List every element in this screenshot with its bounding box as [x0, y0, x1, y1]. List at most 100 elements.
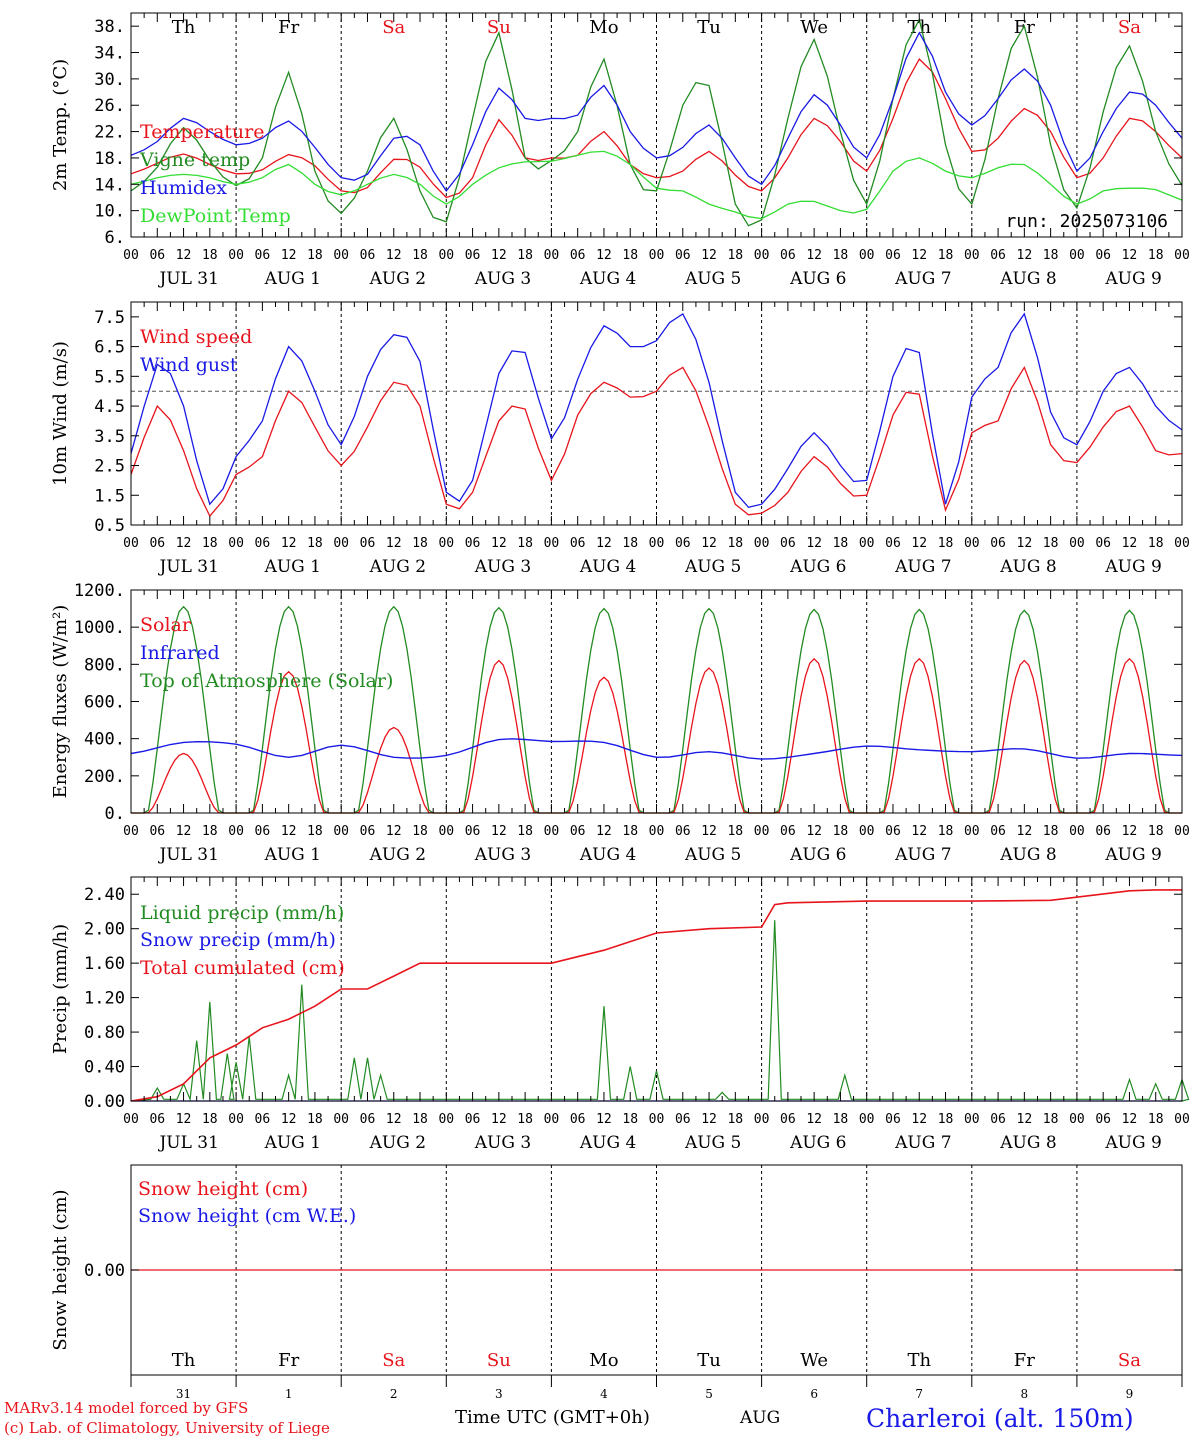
liquid-precip-line	[130, 920, 1190, 1102]
weekday-label: Sa	[382, 17, 405, 38]
hour-tick-label: 00	[649, 1112, 665, 1127]
hour-tick-label: 18	[517, 1112, 533, 1127]
hour-tick-label: 18	[307, 824, 323, 839]
date-label: AUG 4	[579, 557, 636, 577]
day-number-label: 31	[176, 1387, 191, 1401]
date-label: AUG 8	[999, 1133, 1056, 1153]
date-label: AUG 6	[789, 845, 846, 865]
hour-tick-label: 12	[806, 824, 822, 839]
hour-tick-label: 06	[149, 1112, 165, 1127]
hour-tick-label: 18	[833, 536, 849, 551]
y-tick-label: 6.	[105, 228, 125, 248]
hour-tick-label: 06	[570, 536, 586, 551]
infrared-line	[130, 738, 1183, 760]
legend-entry: Temperature	[140, 121, 264, 143]
hour-tick-label: 18	[307, 1112, 323, 1127]
hour-tick-label: 06	[465, 1112, 481, 1127]
hour-tick-label: 00	[964, 248, 980, 263]
hour-tick-label: 00	[964, 824, 980, 839]
hour-tick-label: 00	[754, 248, 770, 263]
hour-tick-label: 00	[333, 1112, 349, 1127]
date-label: AUG 6	[789, 269, 846, 289]
hour-tick-label: 00	[1174, 824, 1190, 839]
hour-tick-label: 18	[1043, 248, 1059, 263]
hour-tick-label: 00	[754, 536, 770, 551]
hour-tick-label: 12	[1017, 1112, 1033, 1127]
legend-entry: Top of Atmosphere (Solar)	[140, 670, 393, 692]
hour-tick-label: 12	[701, 1112, 717, 1127]
hour-tick-label: 00	[123, 536, 139, 551]
hour-tick-label: 00	[544, 1112, 560, 1127]
hour-tick-label: 06	[1095, 1112, 1111, 1127]
hour-tick-label: 12	[596, 824, 612, 839]
y-tick-label: 5.5	[94, 367, 125, 387]
date-label: AUG 9	[1104, 1133, 1161, 1153]
weekday-label: Sa	[1118, 1350, 1141, 1371]
hour-tick-label: 18	[202, 1112, 218, 1127]
hour-tick-label: 00	[228, 1112, 244, 1127]
hour-tick-label: 12	[281, 824, 297, 839]
hour-tick-label: 12	[176, 824, 192, 839]
y-axis-label: Precip (mm/h)	[50, 924, 71, 1054]
hour-tick-label: 18	[1148, 824, 1164, 839]
hour-tick-label: 06	[570, 824, 586, 839]
hour-tick-label: 00	[649, 824, 665, 839]
hour-tick-label: 00	[1069, 536, 1085, 551]
hour-tick-label: 12	[701, 536, 717, 551]
hour-tick-label: 00	[1069, 824, 1085, 839]
date-label: JUL 31	[157, 1133, 218, 1153]
hour-tick-label: 18	[938, 536, 954, 551]
weekday-label: Mo	[589, 17, 618, 38]
y-tick-label: 200.	[84, 767, 125, 787]
hour-tick-label: 00	[1174, 248, 1190, 263]
hour-tick-label: 12	[386, 248, 402, 263]
hour-tick-label: 00	[754, 1112, 770, 1127]
hour-tick-label: 00	[228, 248, 244, 263]
y-tick-label: 6.5	[94, 338, 125, 358]
y-tick-label: 1200.	[74, 581, 125, 601]
hour-tick-label: 12	[491, 1112, 507, 1127]
hour-tick-label: 00	[228, 824, 244, 839]
y-tick-label: 26.	[94, 96, 125, 116]
y-tick-label: 1.60	[84, 954, 125, 974]
hour-tick-label: 18	[412, 824, 428, 839]
hour-tick-label: 06	[885, 1112, 901, 1127]
weekday-label: Mo	[589, 1350, 618, 1371]
hour-tick-label: 00	[333, 536, 349, 551]
hour-tick-label: 06	[990, 824, 1006, 839]
hour-tick-label: 06	[675, 248, 691, 263]
panel-2: 0.5 1.5 2.5 3.5 4.5 5.5 6.5 7.5 10m Wind (m/s) Wi…	[50, 301, 1190, 577]
hour-tick-label: 06	[675, 536, 691, 551]
day-number-label: 4	[600, 1387, 608, 1401]
station-label: Charleroi (alt. 150m)	[866, 1404, 1134, 1433]
weekday-label: We	[800, 17, 828, 38]
hour-tick-label: 12	[701, 248, 717, 263]
hour-tick-label: 00	[438, 536, 454, 551]
legend-entry: Total cumulated (cm)	[140, 957, 345, 979]
y-tick-label: 4.5	[94, 397, 125, 417]
y-tick-label: 1000.	[74, 618, 125, 638]
y-tick-label: 30.	[94, 70, 125, 90]
date-label: AUG 5	[684, 845, 741, 865]
hour-tick-label: 00	[1069, 248, 1085, 263]
hour-tick-label: 18	[938, 248, 954, 263]
hour-tick-label: 12	[911, 536, 927, 551]
date-label: AUG 8	[999, 269, 1056, 289]
legend-entry: Wind gust	[140, 354, 238, 376]
y-axis-label: Snow height (cm)	[50, 1189, 71, 1350]
hour-tick-label: 18	[307, 536, 323, 551]
hour-tick-label: 06	[465, 248, 481, 263]
hour-tick-label: 12	[1122, 1112, 1138, 1127]
date-label: AUG 4	[579, 1133, 636, 1153]
lab-credit: (c) Lab. of Climatology, University of L…	[4, 1419, 330, 1437]
hour-tick-label: 06	[360, 1112, 376, 1127]
hour-tick-label: 06	[1095, 248, 1111, 263]
date-label: AUG 2	[369, 269, 426, 289]
hour-tick-label: 06	[570, 248, 586, 263]
weekday-label: Fr	[278, 17, 299, 38]
date-label: AUG 6	[789, 1133, 846, 1153]
day-number-label: 6	[810, 1387, 818, 1401]
hour-tick-label: 18	[412, 536, 428, 551]
legend-entry: Snow height (cm)	[138, 1178, 308, 1200]
